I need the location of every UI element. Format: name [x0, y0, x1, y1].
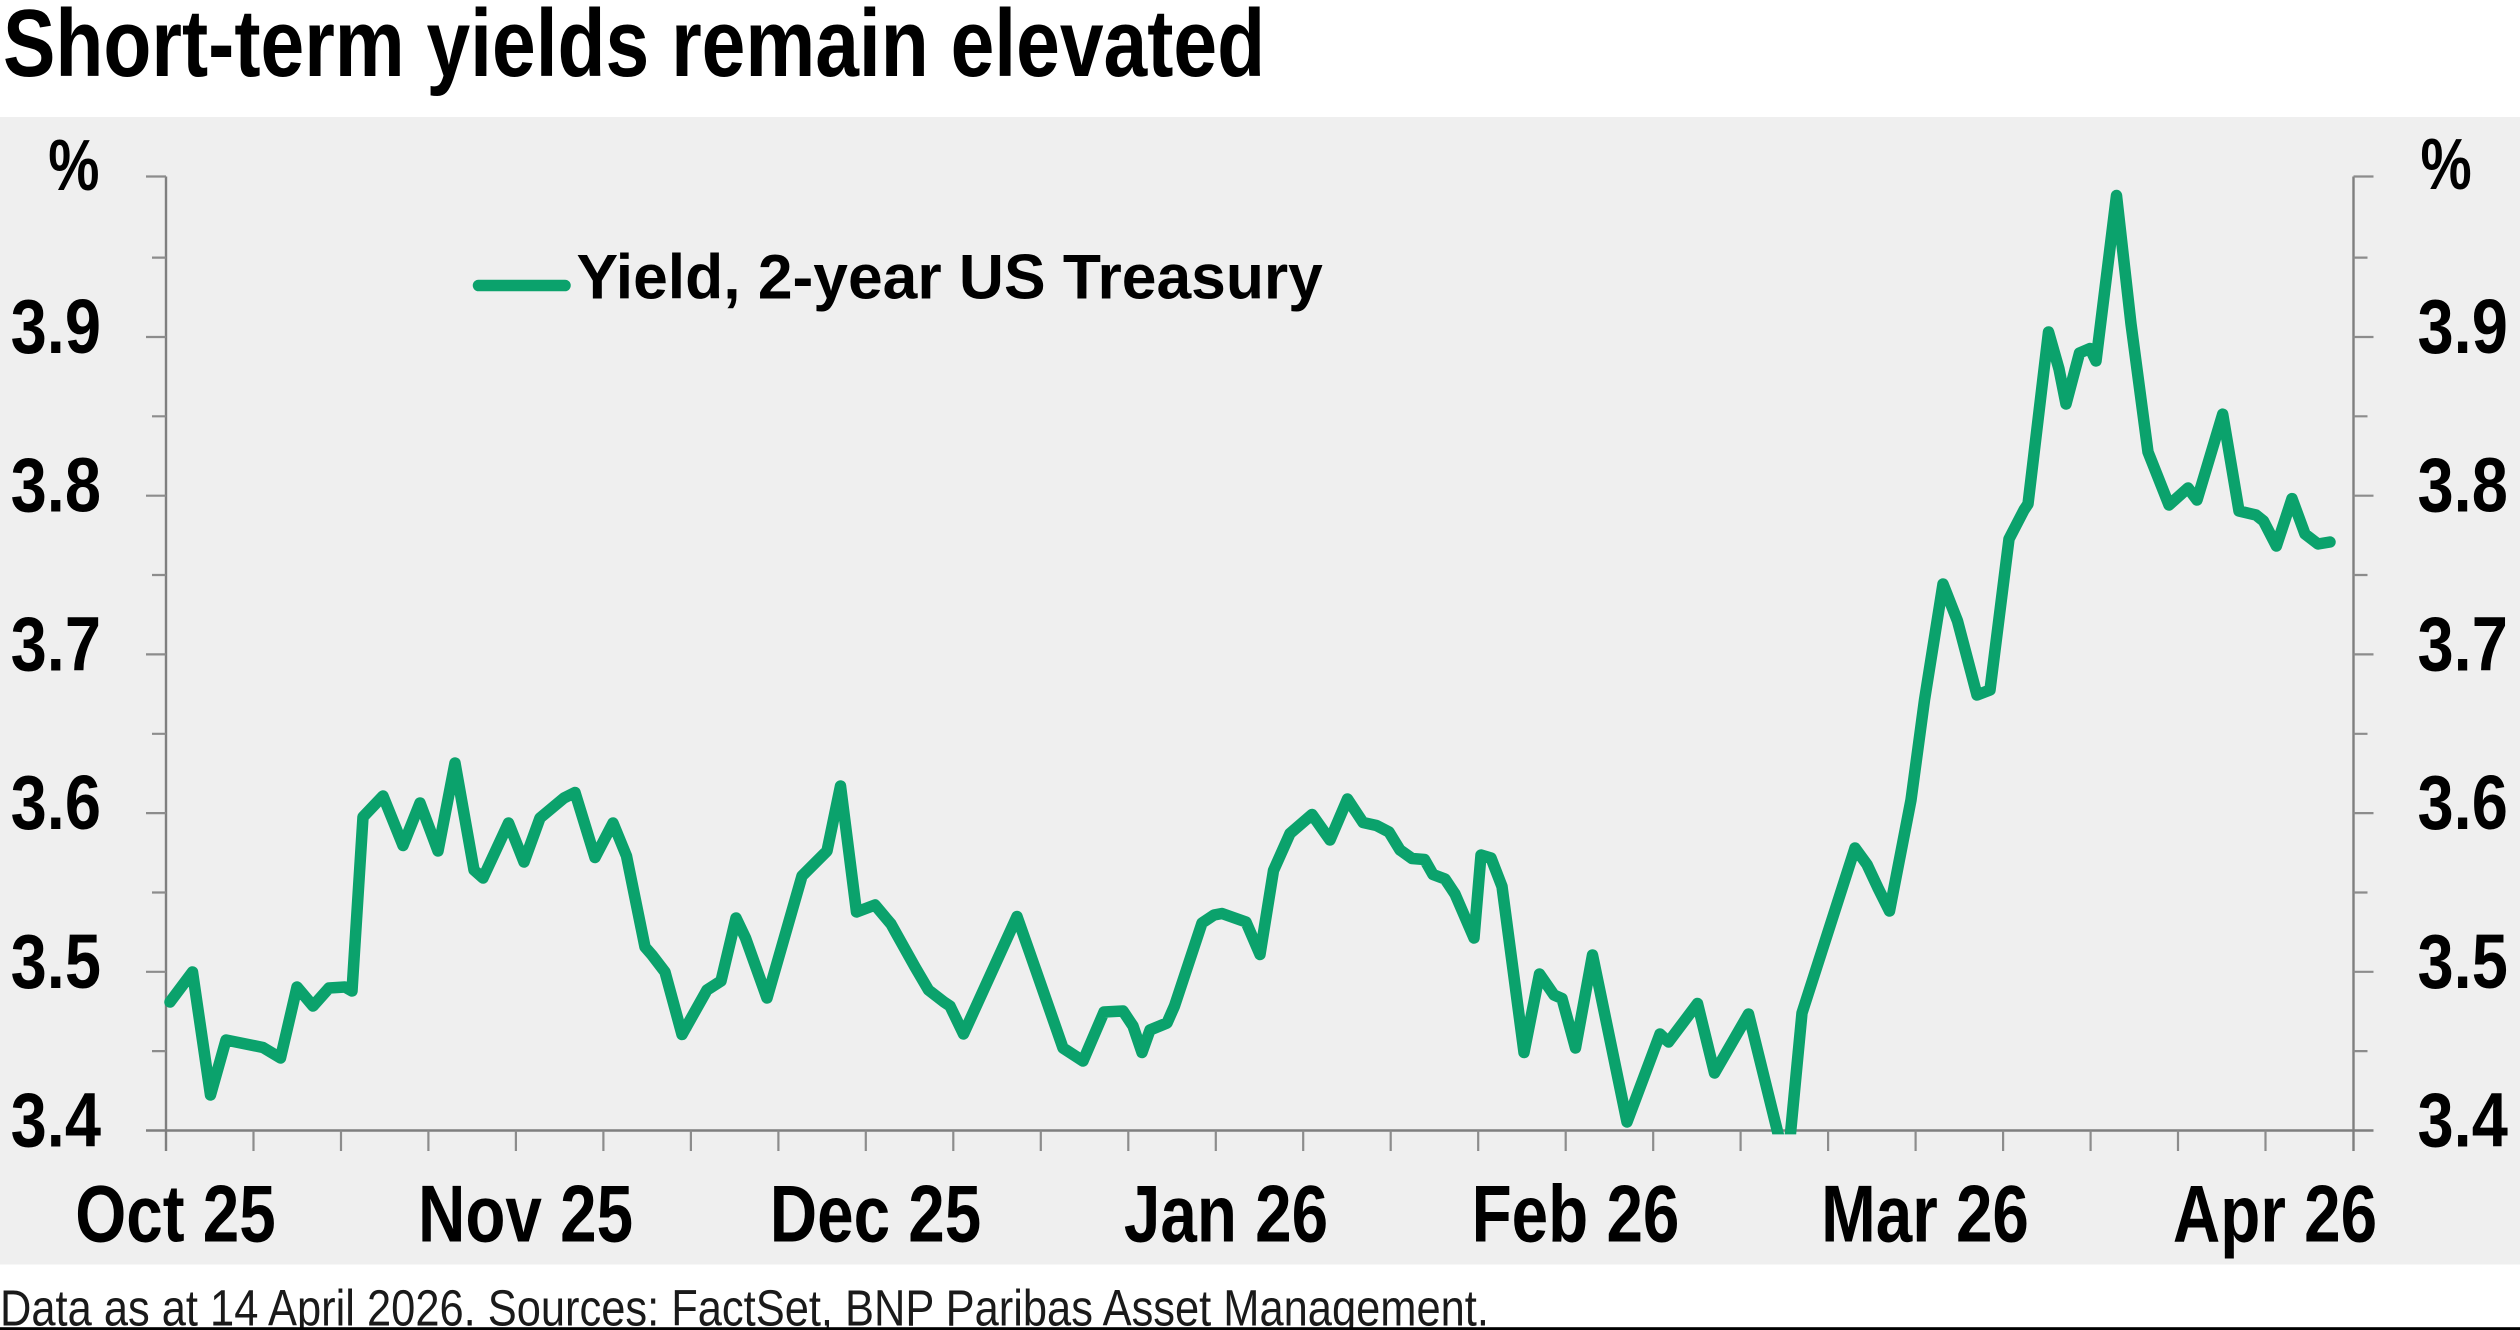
- svg-text:Dec 25: Dec 25: [770, 1168, 982, 1259]
- svg-text:3.4: 3.4: [11, 1078, 102, 1163]
- svg-text:Yield, 2-year US Treasury: Yield, 2-year US Treasury: [577, 242, 1323, 312]
- svg-text:Data as at 14 April 2026. Sour: Data as at 14 April 2026. Sources: FactS…: [0, 1280, 1489, 1330]
- svg-text:3.7: 3.7: [11, 602, 101, 687]
- svg-text:Apr 26: Apr 26: [2173, 1168, 2377, 1259]
- svg-text:Nov 25: Nov 25: [418, 1168, 633, 1259]
- svg-text:Jan 26: Jan 26: [1124, 1168, 1328, 1259]
- svg-text:3.4: 3.4: [2418, 1078, 2509, 1163]
- svg-text:3.6: 3.6: [2418, 761, 2508, 846]
- svg-text:3.9: 3.9: [2418, 285, 2508, 370]
- svg-text:Feb 26: Feb 26: [1472, 1168, 1680, 1259]
- svg-text:%: %: [48, 125, 99, 206]
- svg-text:3.8: 3.8: [11, 444, 101, 529]
- svg-text:Mar 26: Mar 26: [1821, 1168, 2029, 1259]
- svg-text:3.6: 3.6: [11, 761, 101, 846]
- svg-text:3.8: 3.8: [2418, 444, 2508, 529]
- svg-text:Short-term yields remain eleva: Short-term yields remain elevated: [3, 0, 1265, 97]
- svg-text:%: %: [2421, 124, 2472, 205]
- svg-text:3.5: 3.5: [2418, 920, 2508, 1005]
- svg-text:3.7: 3.7: [2418, 602, 2508, 687]
- svg-text:3.9: 3.9: [11, 285, 101, 370]
- svg-text:Oct 25: Oct 25: [75, 1168, 276, 1259]
- svg-text:3.5: 3.5: [11, 920, 101, 1005]
